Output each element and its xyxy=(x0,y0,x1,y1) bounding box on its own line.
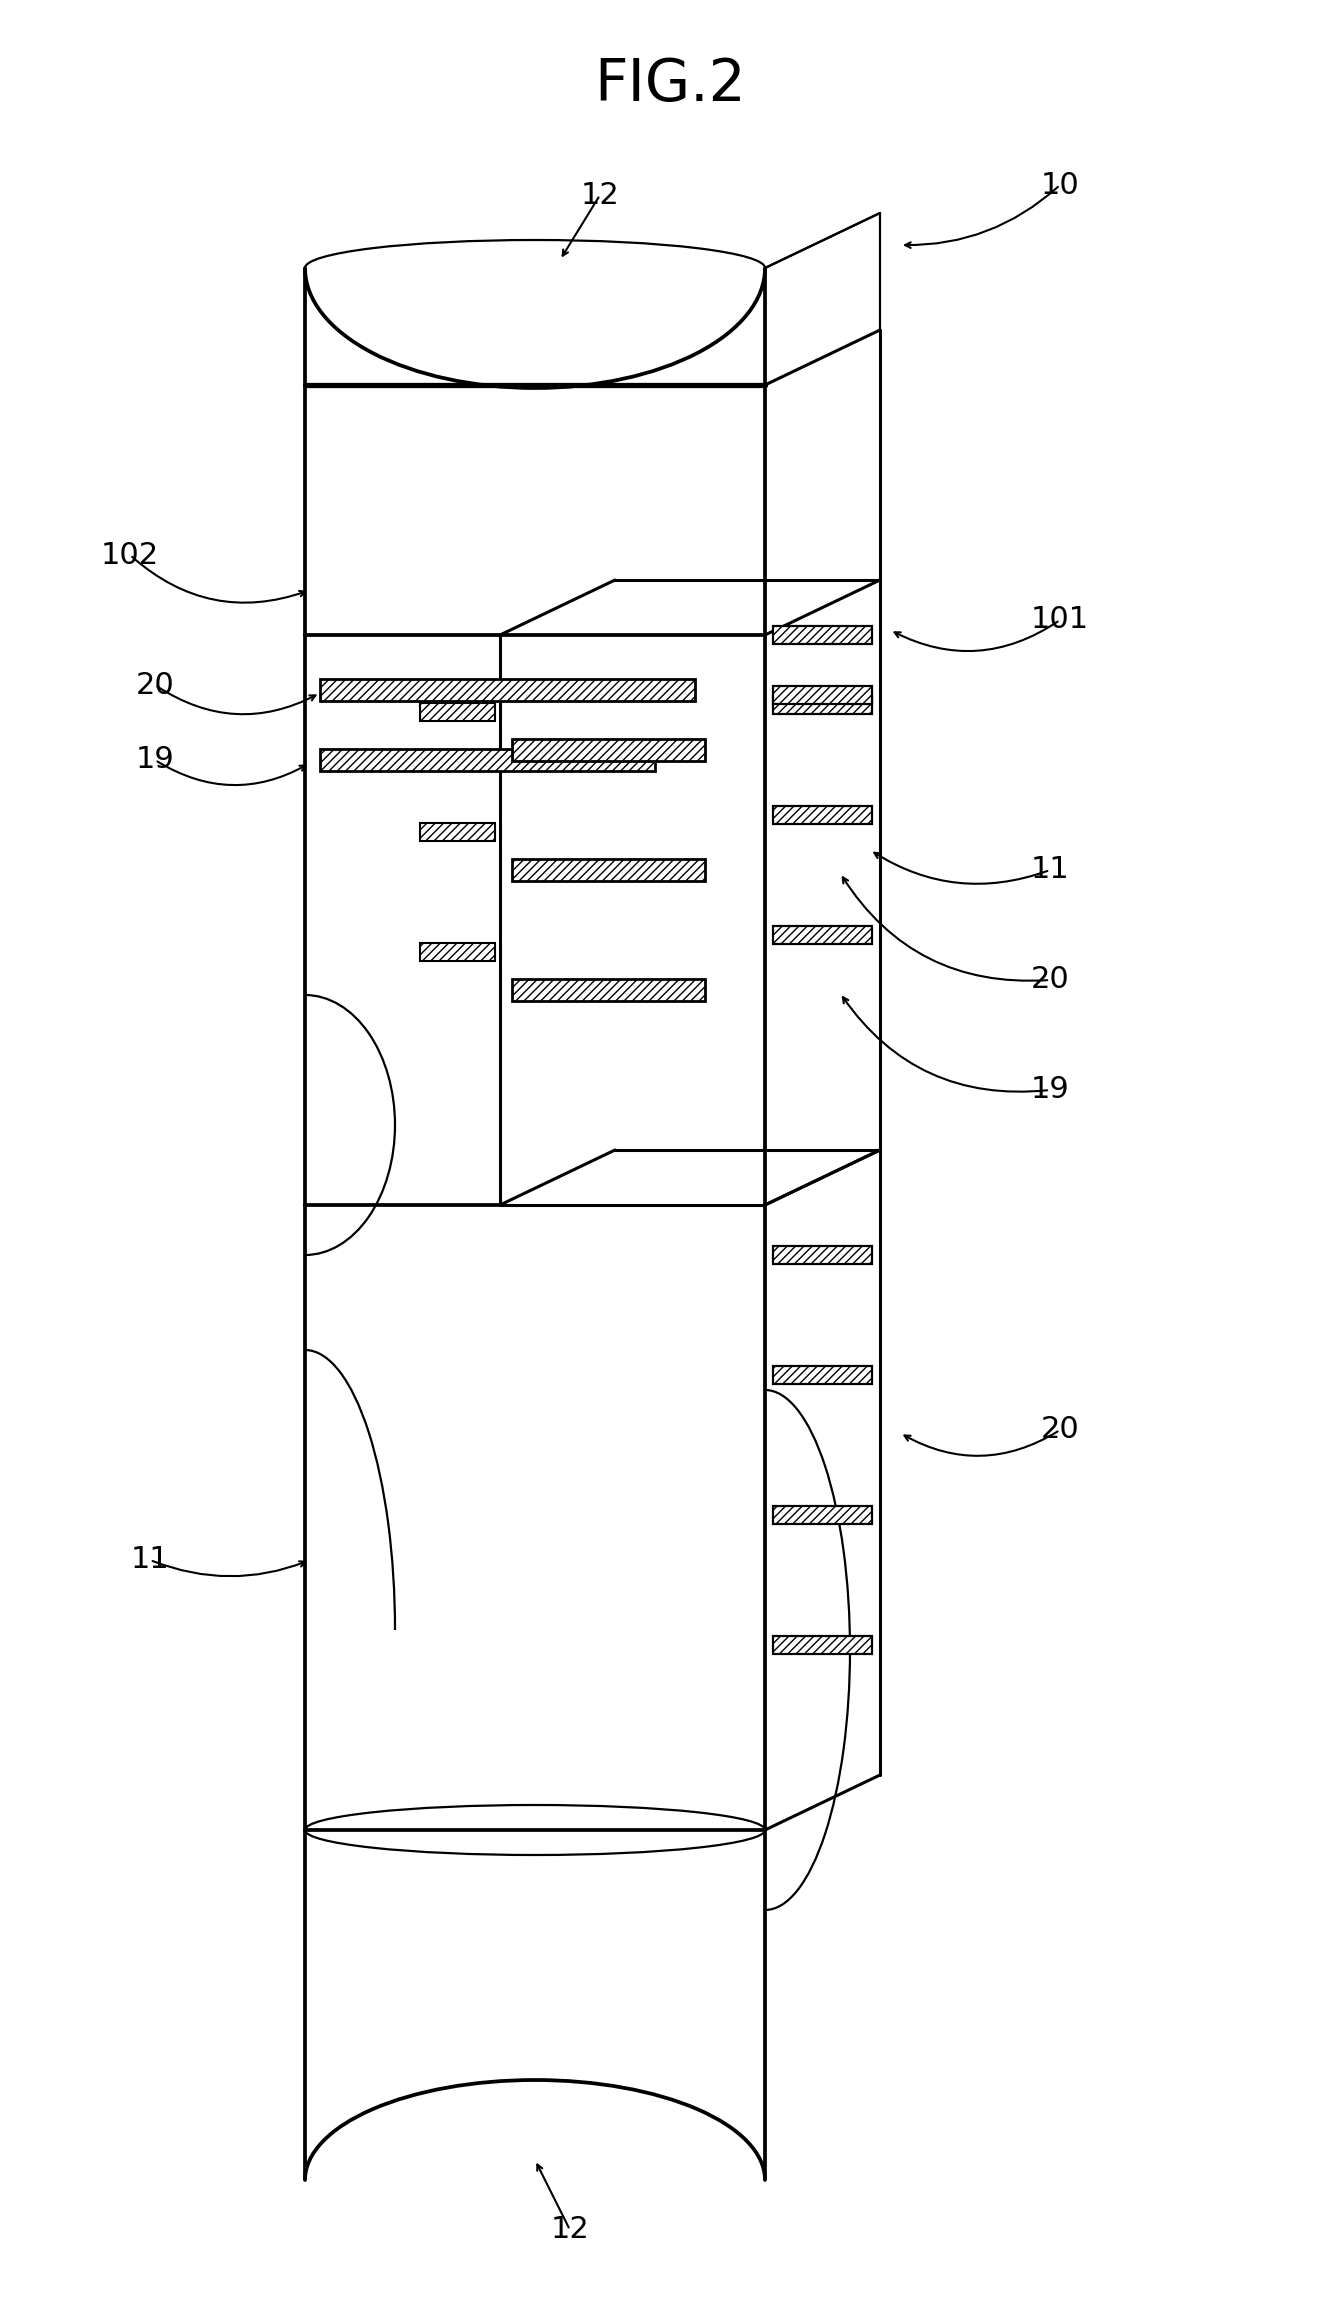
Text: 19: 19 xyxy=(1030,1076,1069,1106)
Bar xyxy=(419,941,494,960)
Text: 102: 102 xyxy=(100,541,159,569)
Bar xyxy=(773,687,872,703)
Bar xyxy=(320,749,655,770)
Bar xyxy=(773,1635,872,1654)
Bar xyxy=(419,823,494,840)
Bar xyxy=(419,703,494,722)
Bar xyxy=(512,978,705,1002)
Bar xyxy=(773,925,872,944)
Bar xyxy=(773,1367,872,1383)
Text: 11: 11 xyxy=(1030,856,1069,884)
Bar xyxy=(773,696,872,715)
Text: 20: 20 xyxy=(135,671,174,699)
Text: 12: 12 xyxy=(580,180,619,210)
Text: 20: 20 xyxy=(1041,1416,1080,1446)
Text: 10: 10 xyxy=(1041,171,1080,199)
Bar xyxy=(512,858,705,881)
Text: 19: 19 xyxy=(135,745,174,775)
Bar xyxy=(773,1506,872,1524)
Bar xyxy=(773,805,872,823)
Text: FIG.2: FIG.2 xyxy=(594,56,746,113)
Bar xyxy=(320,680,695,701)
Text: 11: 11 xyxy=(130,1545,169,1575)
Text: 101: 101 xyxy=(1030,606,1089,634)
Text: 12: 12 xyxy=(551,2216,590,2244)
Bar xyxy=(773,1247,872,1263)
Text: 20: 20 xyxy=(1030,965,1069,995)
Bar xyxy=(512,738,705,761)
Bar xyxy=(773,627,872,643)
